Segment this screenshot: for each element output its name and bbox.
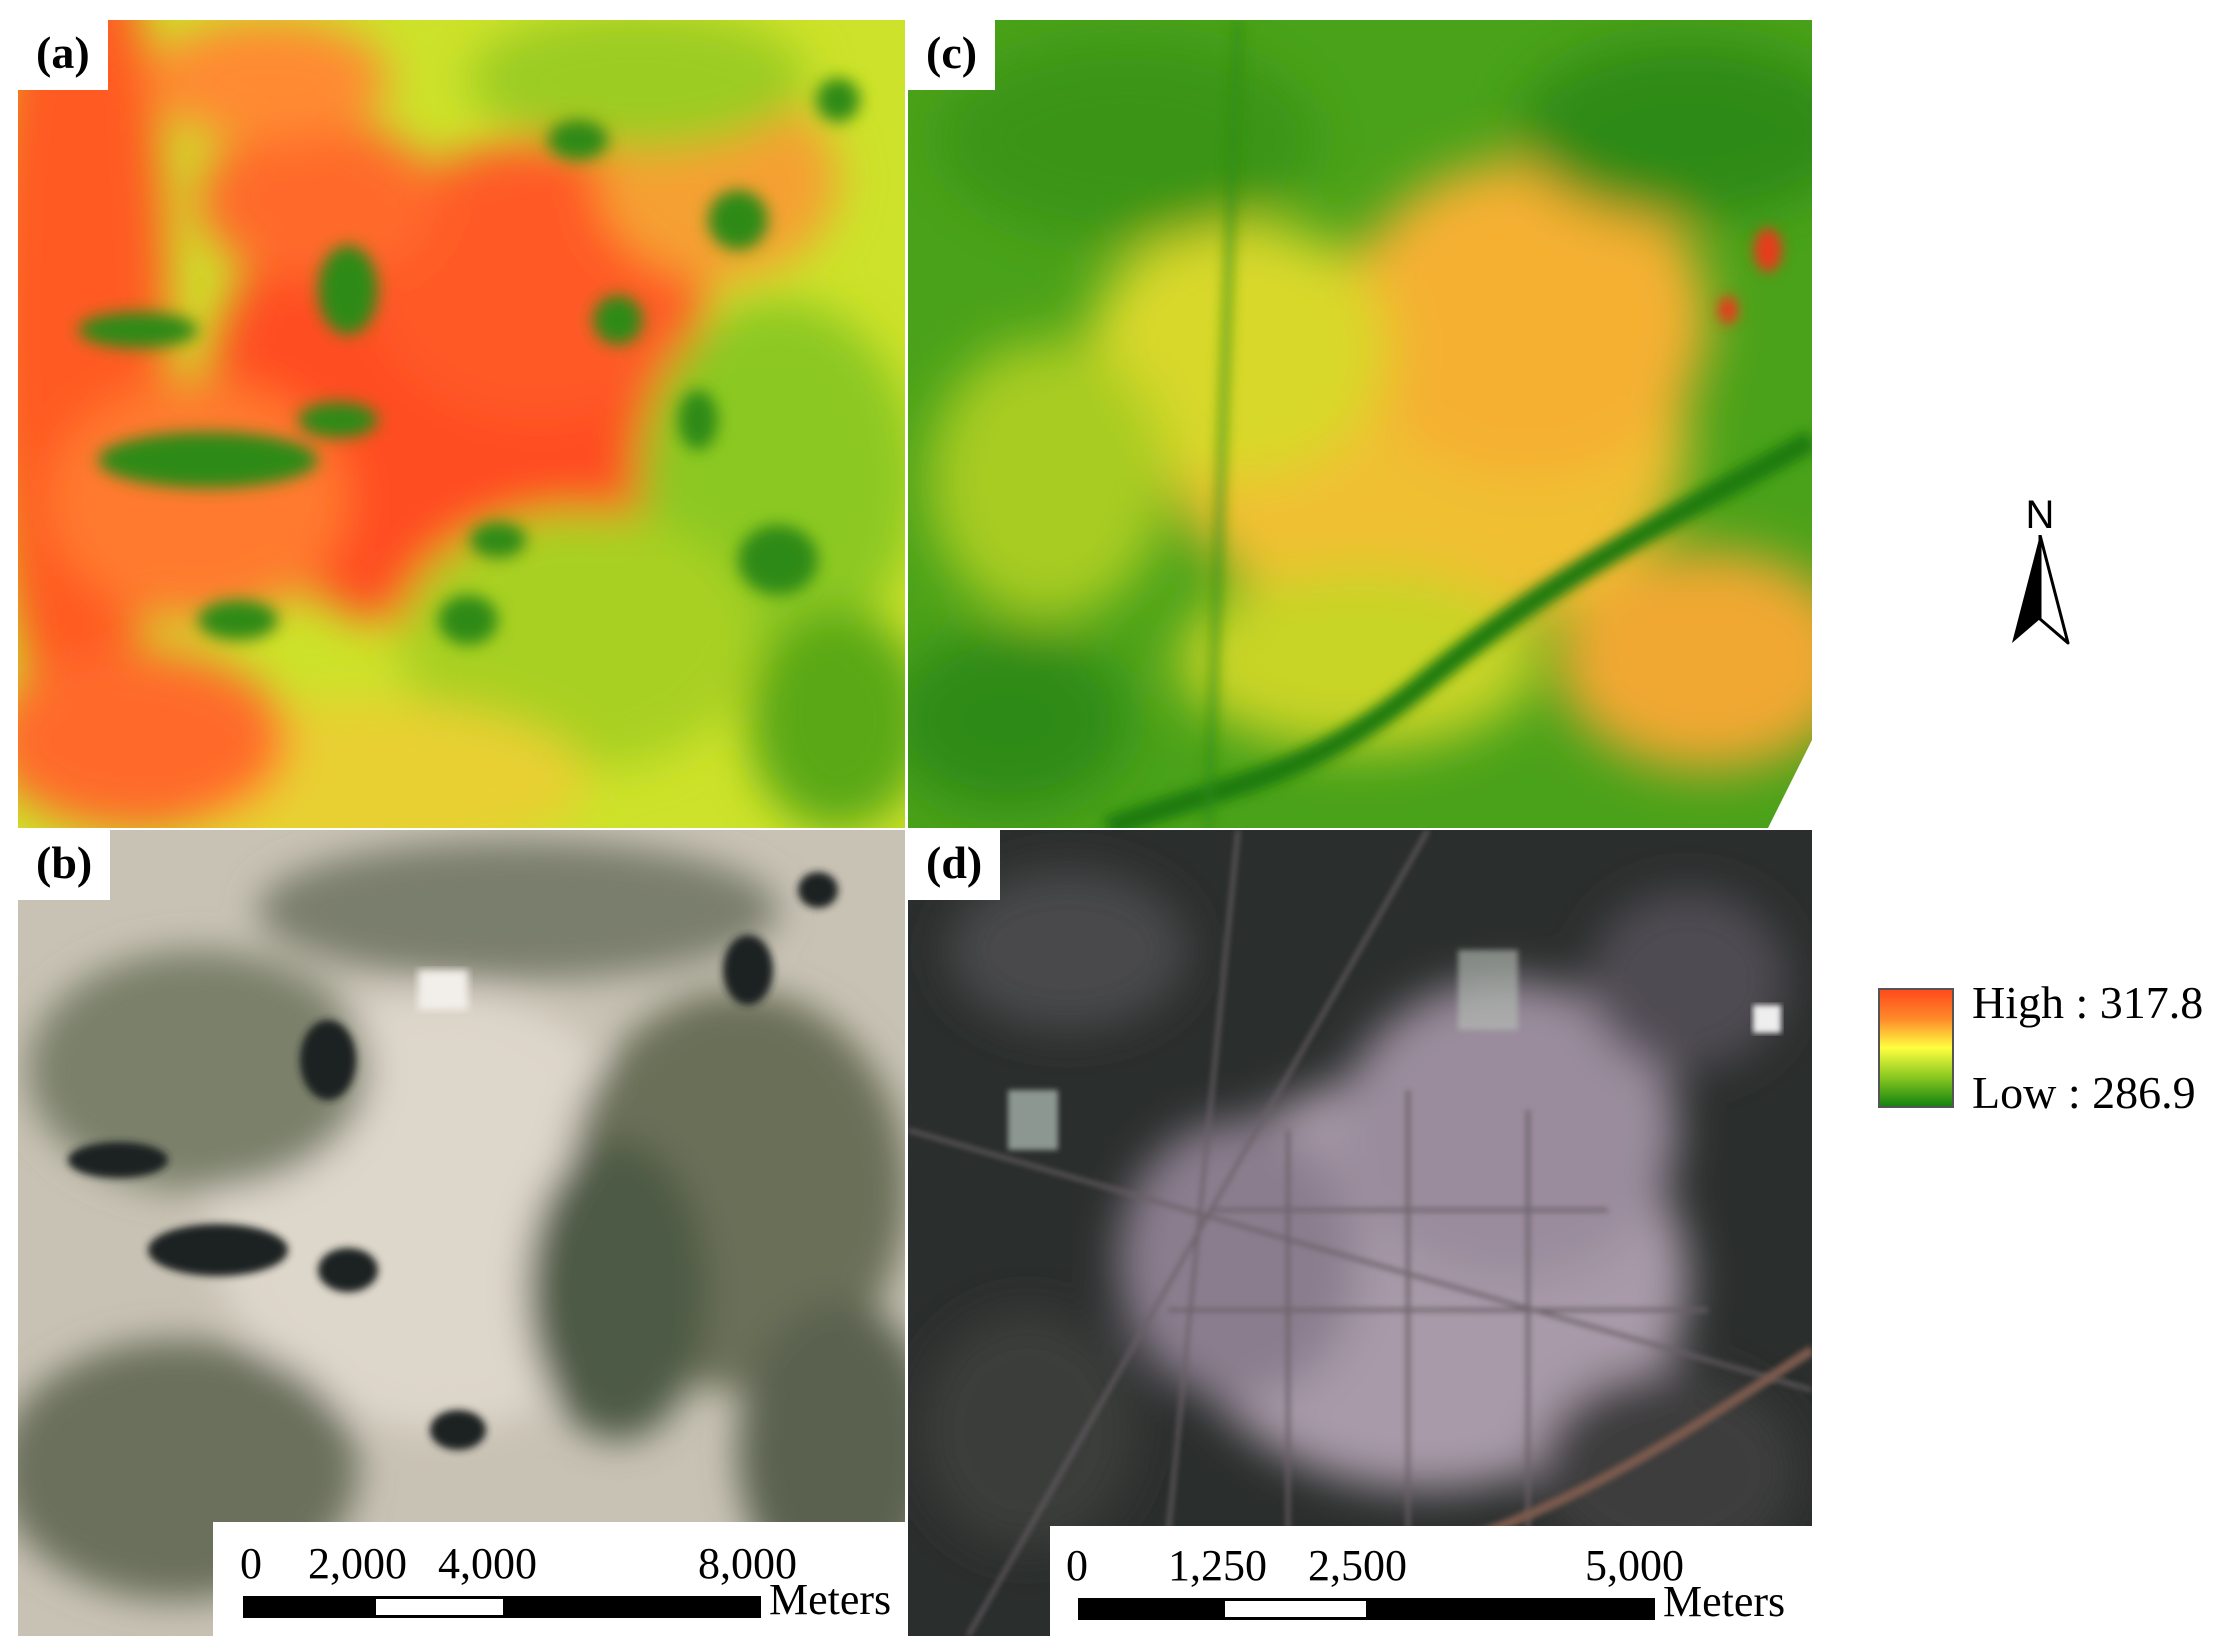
scale-tick-5000: 5,000 <box>1585 1541 1684 1590</box>
scale-segment-2 <box>1222 1598 1369 1620</box>
panel-b-satellite-image: (b) 0 2,000 4,000 8,000 Meters <box>18 830 905 1636</box>
scale-segment-2 <box>373 1596 506 1618</box>
temperature-map-c-image <box>908 20 1812 828</box>
scale-segment-1 <box>243 1596 376 1618</box>
legend-high-label: High : 317.8 <box>1972 977 2204 1028</box>
scale-tick-2500: 2,500 <box>1308 1541 1407 1590</box>
scale-units-label: Meters <box>769 1575 892 1624</box>
satellite-image-b <box>18 830 905 1636</box>
scale-tick-2000: 2,000 <box>308 1539 407 1588</box>
scale-tick-8000: 8,000 <box>698 1539 797 1588</box>
scale-segment-3 <box>503 1596 761 1618</box>
satellite-image-d <box>908 830 1812 1636</box>
panel-c-label: (c) <box>908 20 996 90</box>
panel-c-temperature-map: (c) <box>908 20 1812 828</box>
legend: High : 317.8 Low : 286.9 <box>1870 978 2234 1118</box>
scale-tick-0: 0 <box>1066 1541 1088 1590</box>
panel-a-temperature-map: (a) <box>18 20 905 828</box>
scale-segment-3 <box>1366 1598 1655 1620</box>
north-arrow-icon <box>2012 535 2070 645</box>
scale-segment-1 <box>1078 1598 1225 1620</box>
scale-tick-1250: 1,250 <box>1168 1541 1267 1590</box>
panel-a-label: (a) <box>18 20 108 90</box>
north-arrow: N <box>2000 495 2080 655</box>
scale-tick-0: 0 <box>240 1539 262 1588</box>
scale-units-label: Meters <box>1663 1577 1786 1626</box>
temperature-map-a-image <box>18 20 905 828</box>
scale-tick-4000: 4,000 <box>438 1539 537 1588</box>
panel-d-label: (d) <box>908 830 1001 900</box>
panel-b-label: (b) <box>18 830 111 900</box>
legend-low-label: Low : 286.9 <box>1972 1067 2196 1118</box>
north-label: N <box>2025 493 2055 537</box>
scale-bar-left: 0 2,000 4,000 8,000 Meters <box>213 1522 905 1636</box>
legend-color-ramp <box>1878 988 1954 1108</box>
scale-bar-right: 0 1,250 2,500 5,000 Meters <box>1050 1526 1812 1636</box>
panel-d-satellite-image: (d) 0 1,250 2,500 5,000 Meters <box>908 830 1812 1636</box>
